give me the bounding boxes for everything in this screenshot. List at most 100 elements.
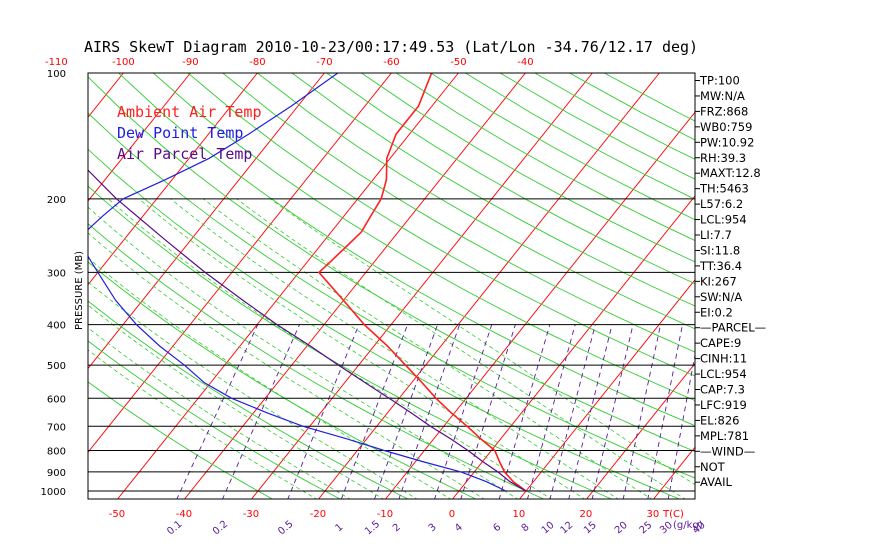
pressure-tick-label: 200 xyxy=(47,195,66,206)
dry-adiabat-line xyxy=(257,73,695,330)
index-item: MAXT:12.8 xyxy=(700,166,761,180)
mixing-ratio-tick-label: 12 xyxy=(559,520,576,537)
pressure-tick-label: 500 xyxy=(47,361,66,372)
isotherm-line xyxy=(88,73,258,286)
legend-entry: Dew Point Temp xyxy=(117,124,243,142)
mixing-ratio-unit-label: (g/kg) xyxy=(673,520,703,531)
index-item: PW:10.92 xyxy=(700,135,754,149)
dry-adiabat-line xyxy=(88,261,477,499)
pressure-tick-label: 800 xyxy=(47,446,66,457)
mixing-ratio-tick-label: 4 xyxy=(453,522,465,535)
isotherm-line xyxy=(653,446,695,499)
moist-adiabat-line xyxy=(88,281,418,499)
dry-adiabat-line xyxy=(326,73,695,285)
mixing-ratio-line xyxy=(460,324,516,499)
mixing-ratio-line xyxy=(568,324,613,499)
mixing-ratio-tick-label: 2 xyxy=(391,522,403,535)
top-temp-tick-label: -100 xyxy=(112,57,135,68)
index-item: SI:11.8 xyxy=(700,243,740,257)
index-item: CAPE:9 xyxy=(700,336,741,350)
top-temp-tick-label: -110 xyxy=(45,57,68,68)
isotherm-line xyxy=(88,73,191,202)
index-item: NOT xyxy=(700,460,726,474)
pressure-tick-label: 400 xyxy=(47,321,66,332)
isotherm-line xyxy=(452,195,695,499)
bottom-temp-tick-label: 10 xyxy=(513,509,526,520)
legend-entry: Ambient Air Temp xyxy=(117,103,262,121)
mixing-ratio-tick-label: 15 xyxy=(582,520,599,537)
series-line xyxy=(317,73,527,492)
top-temp-tick-label: -40 xyxy=(517,57,533,68)
legend: Ambient Air Temp Dew Point Temp Air Parcel… xyxy=(117,103,262,163)
dry-adiabat-line xyxy=(88,112,695,479)
isotherm-line xyxy=(787,73,870,500)
bottom-temp-unit-label: T(C) xyxy=(662,509,684,520)
index-item: MPL:781 xyxy=(700,429,749,443)
tick-labels: 1002003004005006007008009001000-120-110-… xyxy=(0,57,708,537)
top-temp-tick-label: -60 xyxy=(383,57,399,68)
index-item: TT:36.4 xyxy=(699,259,742,273)
mixing-ratio-tick-label: 25 xyxy=(638,520,655,537)
moist-adiabat-line xyxy=(88,304,385,499)
dry-adiabat-line xyxy=(88,340,341,499)
mixing-ratio-tick-label: 1 xyxy=(333,522,345,535)
bottom-temp-tick-label: -20 xyxy=(310,509,326,520)
pressure-tick-label: 600 xyxy=(47,394,66,405)
series-layer xyxy=(88,73,527,492)
index-item: L57:6.2 xyxy=(700,197,743,211)
pressure-tick-label: 100 xyxy=(47,69,66,80)
dry-adiabat-line xyxy=(88,148,681,499)
moist-adiabat-line xyxy=(88,257,452,499)
moist-adiabat-line xyxy=(88,349,318,499)
index-item: —WIND— xyxy=(700,444,755,458)
legend-entry: Air Parcel Temp xyxy=(117,145,252,163)
mixing-ratio-tick-label: 0.1 xyxy=(165,519,184,538)
isotherm-line xyxy=(318,73,660,499)
isotherm-line xyxy=(0,73,56,500)
mixing-ratio-line xyxy=(176,324,259,499)
mixing-ratio-tick-label: 8 xyxy=(520,522,532,535)
top-temp-tick-label: -50 xyxy=(450,57,466,68)
dry-adiabat-line xyxy=(291,73,695,307)
isotherm-line xyxy=(251,73,593,499)
mixing-ratio-line xyxy=(498,324,551,499)
index-item: RH:39.3 xyxy=(700,151,746,165)
top-temp-tick-label: -80 xyxy=(249,57,265,68)
index-item: CINH:11 xyxy=(700,352,747,366)
pressure-tick-label: 300 xyxy=(47,268,66,279)
isotherm-line xyxy=(519,279,695,499)
moist-adiabat-line xyxy=(108,198,552,499)
isotherm-line xyxy=(88,73,392,453)
pressure-tick-label: 700 xyxy=(47,422,66,433)
mixing-ratio-line xyxy=(647,324,683,499)
dry-adiabat-line xyxy=(153,73,695,402)
bottom-temp-tick-label: -30 xyxy=(243,509,259,520)
isotherm-line xyxy=(184,73,526,499)
top-temp-tick-label: -70 xyxy=(316,57,332,68)
index-item: SW:N/A xyxy=(700,290,742,304)
index-item: KI:267 xyxy=(700,274,737,288)
index-item: LFC:919 xyxy=(700,398,747,412)
isobars xyxy=(88,72,695,492)
chart-title: AIRS SkewT Diagram 2010-10-23/00:17:49.5… xyxy=(84,38,698,56)
index-item: CAP:7.3 xyxy=(700,383,745,397)
moist-adiabat-line xyxy=(88,327,351,499)
mixing-ratio-line xyxy=(340,324,408,499)
dry-adiabat-line xyxy=(395,73,695,242)
bottom-temp-tick-label: -50 xyxy=(109,509,125,520)
mixing-ratio-tick-label: 3 xyxy=(427,522,439,535)
moist-adiabat-line xyxy=(170,198,619,499)
mixing-ratio-line xyxy=(374,324,438,499)
index-item: LI:7.7 xyxy=(700,228,732,242)
mixing-ratio-tick-label: 10 xyxy=(540,520,557,537)
mixing-ratio-tick-label: 20 xyxy=(613,520,630,537)
mixing-ratio-tick-label: 6 xyxy=(491,522,503,535)
pressure-tick-label: 900 xyxy=(47,468,66,479)
index-item: LCL:954 xyxy=(700,367,747,381)
dry-adiabat-line xyxy=(222,73,695,353)
mixing-ratio-line xyxy=(222,324,300,499)
moist-adiabat-line xyxy=(236,198,686,499)
